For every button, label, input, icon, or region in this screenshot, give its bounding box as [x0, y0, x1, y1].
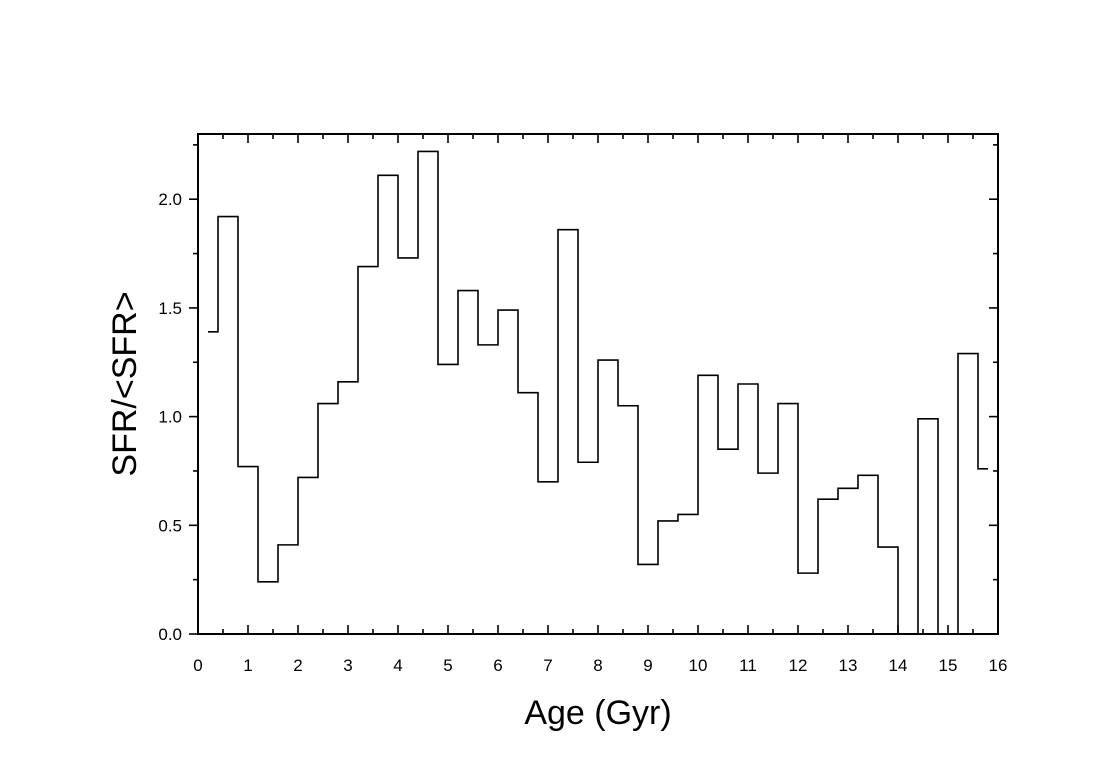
y-tick-label: 1.5	[158, 299, 182, 318]
y-axis-title: SFR/<SFR>	[106, 291, 144, 476]
x-tick-label: 9	[643, 656, 652, 675]
plot-frame	[197, 133, 999, 635]
x-tick-label: 4	[393, 656, 402, 675]
x-tick-label: 11	[739, 656, 757, 675]
x-tick-label: 0	[193, 656, 202, 675]
x-tick-label: 10	[689, 656, 708, 675]
y-tick-label: 0.0	[158, 625, 182, 644]
x-tick-label: 16	[989, 656, 1008, 675]
x-tick-label: 6	[493, 656, 502, 675]
x-tick-label: 2	[293, 656, 302, 675]
y-tick-label: 2.0	[158, 190, 182, 209]
sfr-step-line	[208, 150, 988, 635]
y-tick-label: 0.5	[158, 516, 182, 535]
x-tick-label: 15	[939, 656, 958, 675]
x-tick-label: 7	[543, 656, 552, 675]
x-tick-label: 5	[443, 656, 452, 675]
x-tick-label: 3	[343, 656, 352, 675]
x-tick-labels: 0 1 2 3 4 5 6 7 8 9 10 11 12 13 14 15 16	[193, 656, 1007, 675]
y-tick-labels: 0.0 0.5 1.0 1.5 2.0	[158, 190, 182, 644]
x-tick-label: 12	[789, 656, 808, 675]
x-tick-label: 14	[889, 656, 908, 675]
x-axis-title: Age (Gyr)	[524, 694, 671, 732]
ticks-layer	[189, 134, 999, 635]
x-tick-label: 1	[243, 656, 252, 675]
y-tick-label: 1.0	[158, 408, 182, 427]
x-tick-label: 13	[839, 656, 858, 675]
x-tick-label: 8	[593, 656, 602, 675]
